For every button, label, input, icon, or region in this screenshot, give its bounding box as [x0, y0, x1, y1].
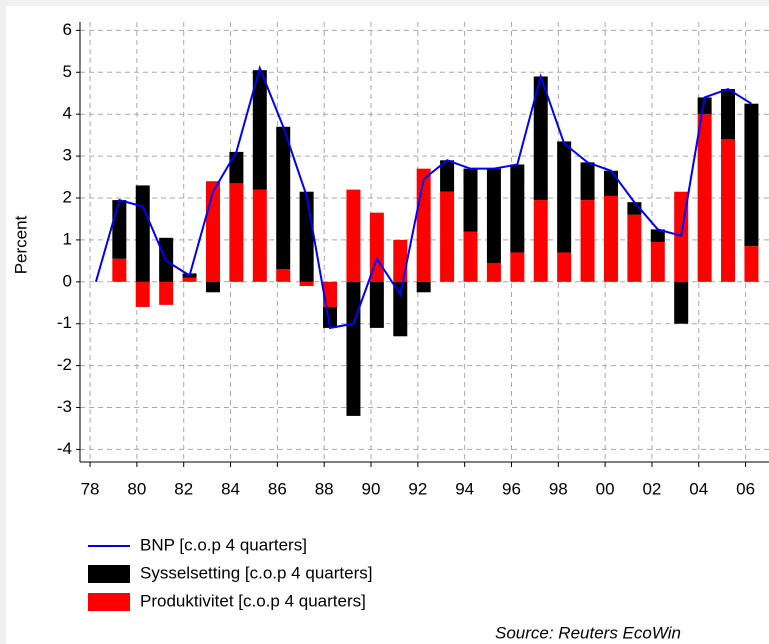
- x-tick-label: 86: [268, 479, 287, 498]
- y-tick-label: 0: [63, 271, 72, 290]
- x-tick-label: 88: [315, 479, 334, 498]
- bar: [697, 97, 712, 115]
- x-tick-label: 84: [221, 479, 240, 498]
- y-axis-label: Percent: [11, 215, 30, 274]
- legend-label: Sysselsetting [c.o.p 4 quarters]: [140, 563, 372, 582]
- bar: [252, 70, 267, 190]
- bar: [533, 76, 548, 201]
- bar: [229, 183, 244, 282]
- bar: [580, 200, 595, 282]
- bar: [697, 114, 712, 282]
- y-tick-label: 1: [63, 229, 72, 248]
- bar: [721, 139, 736, 282]
- x-tick-label: 02: [642, 479, 661, 498]
- bar: [557, 141, 572, 253]
- x-tick-label: 06: [736, 479, 755, 498]
- y-tick-label: 2: [63, 187, 72, 206]
- legend-swatch: [88, 565, 130, 583]
- bar: [112, 200, 127, 259]
- bar: [393, 281, 408, 337]
- bar: [205, 181, 220, 282]
- x-tick-label: 82: [174, 479, 193, 498]
- bar: [416, 281, 431, 293]
- bar: [112, 258, 127, 282]
- panel: [6, 6, 769, 644]
- x-tick-label: 98: [549, 479, 568, 498]
- bar: [603, 170, 618, 196]
- x-tick-label: 04: [689, 479, 708, 498]
- source: Source: Reuters EcoWin: [495, 623, 681, 642]
- x-tick-label: 80: [127, 479, 146, 498]
- bar: [229, 151, 244, 184]
- legend-label: BNP [c.o.p 4 quarters]: [140, 535, 307, 554]
- bar: [299, 191, 314, 282]
- bar: [299, 281, 314, 286]
- bar: [276, 269, 291, 282]
- y-tick-label: 3: [63, 146, 72, 165]
- y-tick-label: -4: [57, 439, 72, 458]
- bar: [369, 281, 384, 328]
- bar: [510, 252, 525, 282]
- bar: [650, 242, 665, 282]
- y-tick-label: 4: [63, 104, 72, 123]
- bar: [557, 252, 572, 282]
- x-tick-label: 90: [362, 479, 381, 498]
- bar: [135, 185, 150, 282]
- legend-label: Produktivitet [c.o.p 4 quarters]: [140, 591, 366, 610]
- bar: [416, 168, 431, 282]
- y-tick-label: -3: [57, 397, 72, 416]
- x-tick-label: 94: [455, 479, 474, 498]
- bar: [580, 162, 595, 201]
- bar: [346, 281, 361, 416]
- bar: [205, 281, 220, 293]
- legend-swatch: [88, 593, 130, 611]
- bar: [346, 189, 361, 282]
- bar: [252, 189, 267, 282]
- bar: [486, 168, 501, 263]
- bar: [159, 281, 174, 305]
- bar: [486, 262, 501, 282]
- bar: [135, 281, 150, 307]
- bar: [533, 200, 548, 282]
- bar: [463, 168, 478, 232]
- bar: [603, 195, 618, 282]
- x-tick-label: 00: [596, 479, 615, 498]
- x-tick-label: 96: [502, 479, 521, 498]
- x-tick-label: 78: [81, 479, 100, 498]
- bar: [510, 164, 525, 253]
- bar: [182, 277, 197, 282]
- bar: [721, 89, 736, 140]
- x-tick-label: 92: [408, 479, 427, 498]
- y-tick-label: -1: [57, 313, 72, 332]
- y-tick-label: -2: [57, 355, 72, 374]
- bar: [276, 126, 291, 270]
- bar: [744, 246, 759, 282]
- bar: [393, 239, 408, 282]
- bar: [463, 231, 478, 282]
- bar: [323, 281, 338, 307]
- bar: [650, 229, 665, 242]
- bar: [440, 160, 455, 192]
- bar: [440, 191, 455, 282]
- bar: [674, 281, 689, 324]
- bar: [627, 214, 642, 282]
- y-tick-label: 5: [63, 62, 72, 81]
- line: [94, 64, 752, 330]
- y-tick-label: 6: [63, 20, 72, 39]
- bar: [744, 103, 759, 247]
